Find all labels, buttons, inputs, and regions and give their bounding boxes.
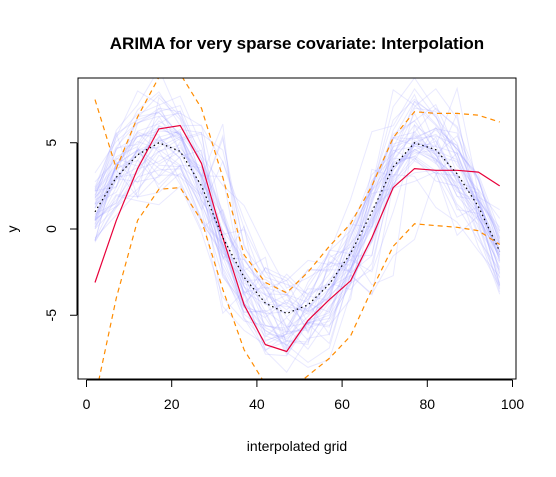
y-tick-label: -5 <box>43 309 59 322</box>
sample-path <box>94 100 501 315</box>
sample-path <box>94 127 501 311</box>
sample-path <box>94 86 501 340</box>
y-tick-label: 5 <box>43 139 59 147</box>
upper-band-line <box>94 78 500 294</box>
y-tick-label: 0 <box>43 225 59 233</box>
sample-path <box>94 107 501 364</box>
sample-path <box>94 87 501 331</box>
x-tick-label: 80 <box>420 396 436 412</box>
plot-frame <box>77 77 517 380</box>
sample-path <box>94 150 501 343</box>
sample-path <box>94 136 501 346</box>
summary-lines <box>94 78 501 379</box>
sample-path <box>94 146 501 318</box>
sample-path <box>94 107 501 342</box>
sample-path <box>94 146 501 315</box>
sample-path <box>94 111 501 319</box>
x-axis-label: interpolated grid <box>247 438 347 454</box>
sample-path <box>94 130 501 341</box>
sample-path <box>94 139 501 352</box>
sample-path <box>94 88 501 351</box>
sample-path <box>94 128 501 333</box>
x-tick-label: 20 <box>164 396 180 412</box>
x-axis: 0 20 40 60 80 100 <box>83 379 525 412</box>
sample-path <box>94 95 501 335</box>
x-tick-label: 0 <box>83 396 91 412</box>
sample-path <box>94 103 501 326</box>
sample-path <box>94 120 501 302</box>
x-tick-label: 60 <box>334 396 350 412</box>
sample-path <box>94 131 501 341</box>
sample-path <box>94 174 501 333</box>
sample-paths <box>94 78 501 373</box>
sample-path <box>94 135 501 357</box>
estimate-line <box>94 124 501 353</box>
sample-path <box>94 78 501 329</box>
sample-path <box>94 148 501 328</box>
sample-path <box>94 111 501 349</box>
lower-band-line <box>98 186 501 379</box>
mean-dotted-line <box>94 142 501 315</box>
sample-path <box>94 154 501 346</box>
sample-path <box>94 124 501 356</box>
sample-path <box>94 139 501 328</box>
sample-path <box>94 115 500 290</box>
sample-path <box>94 134 501 302</box>
sample-path <box>94 149 501 335</box>
sample-path <box>94 135 501 295</box>
sample-path <box>94 94 501 350</box>
y-axis-label: y <box>4 226 20 233</box>
y-axis: -5 0 5 <box>43 139 78 322</box>
chart-title: ARIMA for very sparse covariate: Interpo… <box>110 34 484 53</box>
sample-path <box>94 151 501 345</box>
sample-path <box>94 120 501 373</box>
sample-path <box>94 130 501 343</box>
sample-path <box>94 112 501 306</box>
x-tick-label: 100 <box>501 396 525 412</box>
x-tick-label: 40 <box>249 396 265 412</box>
